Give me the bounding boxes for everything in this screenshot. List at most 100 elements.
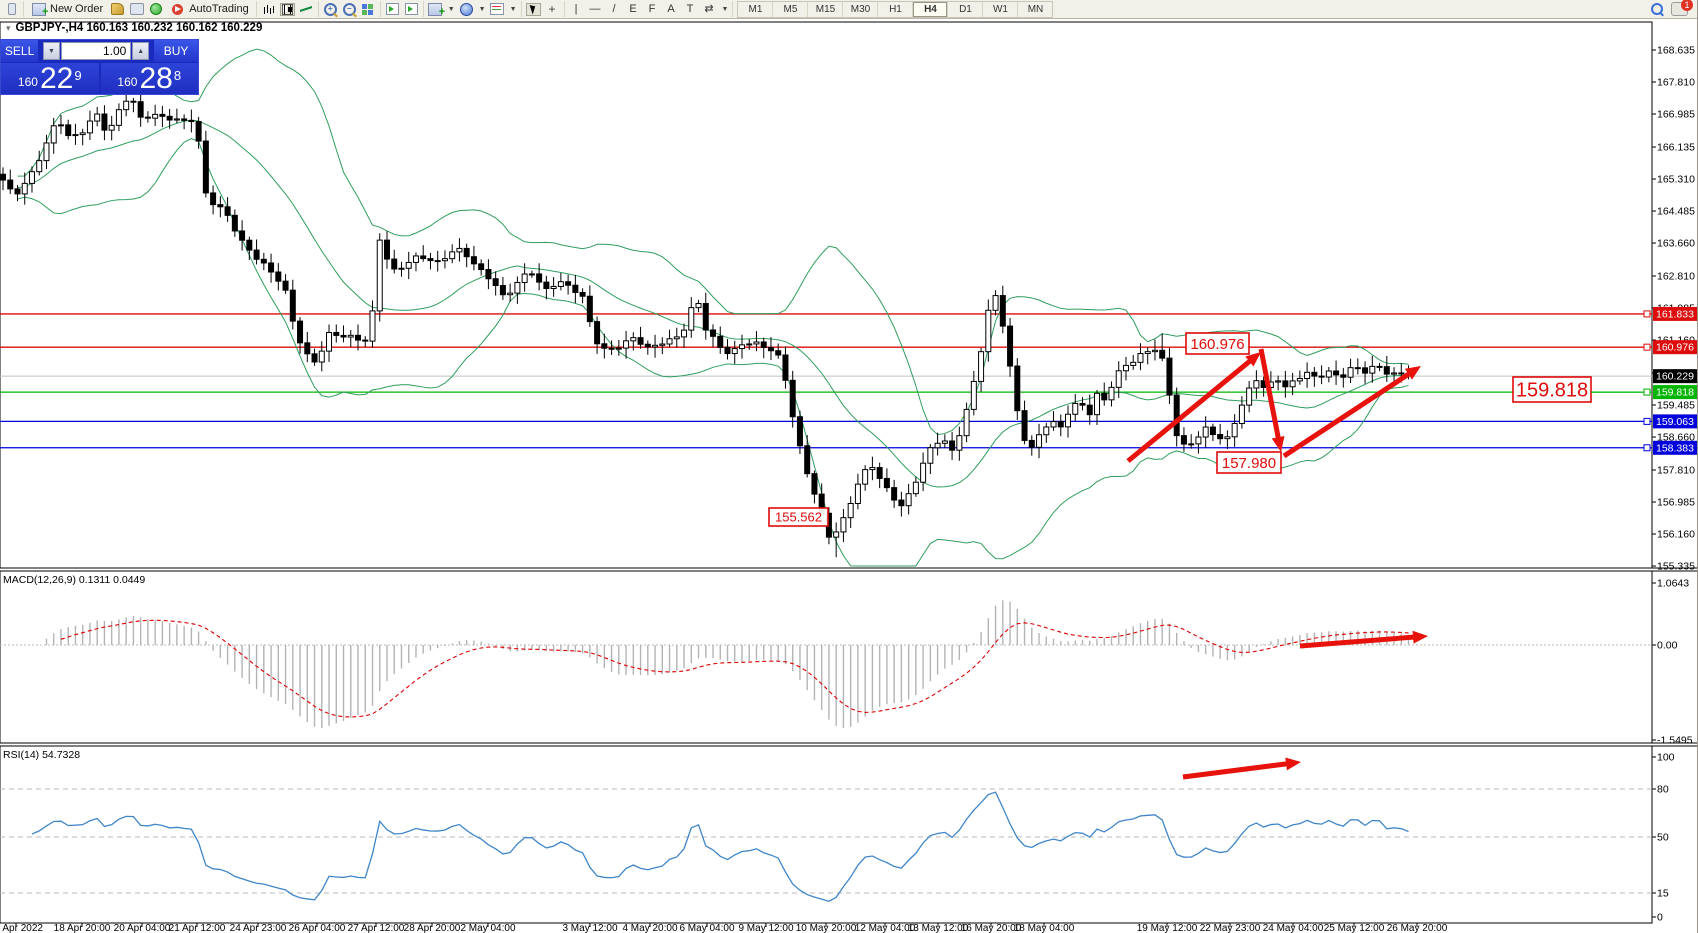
toolbar-left-sliver (0, 1, 24, 17)
buy-button[interactable]: BUY (154, 40, 199, 62)
svg-text:-1.5495: -1.5495 (1657, 735, 1693, 747)
timeframe-m5[interactable]: M5 (773, 1, 809, 17)
periods-clock-icon[interactable] (459, 2, 474, 16)
clipped-icon (4, 3, 19, 16)
timeframe-m30[interactable]: M30 (843, 1, 879, 17)
timeframe-mn[interactable]: MN (1027, 3, 1044, 15)
svg-text:160.229: 160.229 (1656, 371, 1694, 383)
svg-text:24 Apr 23:00: 24 Apr 23:00 (230, 923, 287, 933)
quote-line: ▾ GBPJPY-,H4 160.163 160.232 160.162 160… (6, 22, 262, 34)
fibonacci-tool-icon[interactable]: F (648, 2, 656, 15)
pane-frames (0, 21, 1698, 924)
indicators-icon[interactable]: + (428, 2, 445, 17)
svg-text:168.635: 168.635 (1657, 45, 1695, 57)
trendline-tool-icon[interactable]: / (612, 2, 616, 15)
line-chart-icon[interactable] (299, 3, 314, 16)
tile-windows-icon[interactable] (361, 3, 376, 16)
terminal-icon[interactable] (129, 3, 144, 16)
main-toolbar: + New Order AutoTrading + − + ▼ ▼ ▼ + | —… (0, 0, 1698, 19)
new-order-button[interactable]: + New Order (28, 2, 106, 17)
timeframe-m15[interactable]: M15 (808, 1, 844, 17)
svg-text:159.818: 159.818 (1516, 380, 1588, 402)
zoom-out-icon[interactable]: − (342, 2, 357, 16)
svg-text:167.810: 167.810 (1657, 77, 1695, 89)
svg-text:157.810: 157.810 (1657, 465, 1695, 477)
volume-decrease-button[interactable]: ▼ (43, 42, 60, 60)
svg-text:16 May 20:00: 16 May 20:00 (961, 923, 1022, 933)
text-tool-icon[interactable]: A (667, 2, 675, 15)
templates-dropdown-caret[interactable]: ▼ (509, 5, 517, 13)
svg-text:9 May 12:00: 9 May 12:00 (738, 923, 793, 933)
svg-text:1.0643: 1.0643 (1657, 578, 1689, 590)
volume-field[interactable]: 1.00 (60, 42, 132, 60)
svg-text:50: 50 (1657, 832, 1669, 844)
arrows-tool-icon[interactable]: ⇄ (704, 2, 714, 15)
price-axis: 168.635 167.810 166.985 166.135 165.310 164.4… (1652, 45, 1695, 924)
periods-dropdown-caret[interactable]: ▼ (478, 5, 486, 13)
svg-text:0.00: 0.00 (1657, 640, 1678, 652)
zoom-in-icon[interactable]: + (323, 2, 338, 16)
new-order-label: New Order (50, 3, 104, 15)
symbol-quote-text: GBPJPY-,H4 160.163 160.232 160.162 160.2… (15, 22, 263, 34)
broom-icon[interactable] (110, 3, 125, 16)
axis-price-badges: 161.833 160.976 159.818 159.063 158.383 160.2… (1653, 306, 1698, 455)
svg-text:28 Apr 20:00: 28 Apr 20:00 (404, 923, 461, 933)
buy-price-big: 28 (139, 62, 173, 95)
svg-text:15 Apr 2022: 15 Apr 2022 (0, 923, 43, 933)
indicators-dropdown-caret[interactable]: ▼ (447, 5, 455, 13)
svg-text:6 May 04:00: 6 May 04:00 (679, 923, 734, 933)
timeframe-h4[interactable]: H4 (913, 1, 949, 17)
svg-text:0: 0 (1657, 912, 1663, 924)
chart-shift-icon[interactable] (404, 3, 419, 16)
auto-scroll-icon[interactable] (385, 3, 400, 16)
sell-price-big: 22 (39, 62, 74, 95)
price-annotations[interactable]: 160.976 157.980 155.562 159.818 (768, 332, 1644, 527)
svg-text:100: 100 (1657, 752, 1675, 764)
autotrading-icon (170, 3, 185, 16)
channel-tool-icon[interactable]: E (629, 2, 637, 15)
search-icon[interactable] (1651, 3, 1663, 15)
templates-icon[interactable] (490, 3, 505, 16)
vline-tool-icon[interactable]: | (574, 2, 578, 15)
buy-price-prefix: 160 (117, 74, 138, 89)
svg-text:3 May 12:00: 3 May 12:00 (562, 923, 617, 933)
candlestick-series (0, 90, 1412, 558)
svg-text:155.335: 155.335 (1657, 561, 1695, 573)
notification-badge: 1 (1681, 0, 1693, 11)
svg-text:18 Apr 20:00: 18 Apr 20:00 (54, 923, 111, 933)
bar-chart-icon[interactable] (261, 3, 276, 16)
horizontal-price-lines[interactable] (0, 310, 1652, 452)
timeframe-d1[interactable]: D1 (948, 1, 984, 17)
timeframe-w1[interactable]: W1 (983, 1, 1019, 17)
crosshair-tool-icon[interactable]: + (548, 2, 556, 16)
autotrading-label: AutoTrading (189, 3, 249, 15)
svg-text:18 May 04:00: 18 May 04:00 (1014, 923, 1075, 933)
text-label-tool-icon[interactable]: T (686, 2, 694, 15)
sell-price[interactable]: 160 22 9 (1, 63, 99, 94)
svg-text:13 May 12:00: 13 May 12:00 (908, 923, 969, 933)
svg-text:21 Apr 12:00: 21 Apr 12:00 (169, 923, 226, 933)
buy-price[interactable]: 160 28 8 (100, 62, 198, 95)
svg-text:166.985: 166.985 (1657, 109, 1695, 121)
volume-increase-button[interactable]: ▲ (132, 42, 150, 60)
hline-tool-icon[interactable]: — (589, 2, 601, 15)
sell-price-prefix: 160 (17, 74, 38, 89)
notifications-icon[interactable]: 1 (1671, 0, 1693, 16)
timeframe-toolbar: M1 M5 M15 M30 H1 H4 D1 W1 MN (737, 0, 1054, 18)
arrows-dropdown-caret[interactable]: ▼ (721, 5, 729, 13)
cursor-tool-icon[interactable] (525, 2, 541, 16)
timeframe-m1[interactable]: M1 (738, 1, 774, 17)
svg-text:165.310: 165.310 (1657, 174, 1695, 186)
signals-icon[interactable] (148, 3, 163, 16)
trend-arrows[interactable] (1126, 348, 1428, 780)
timeframe-h1[interactable]: H1 (878, 1, 914, 17)
svg-text:2 May 04:00: 2 May 04:00 (460, 923, 515, 933)
svg-text:159.818: 159.818 (1656, 387, 1694, 399)
autotrading-button[interactable]: AutoTrading (167, 2, 252, 17)
sell-button[interactable]: SELL (1, 40, 39, 62)
svg-text:166.135: 166.135 (1657, 142, 1695, 154)
svg-text:155.562: 155.562 (775, 510, 822, 525)
candlestick-chart-icon[interactable] (279, 2, 295, 16)
